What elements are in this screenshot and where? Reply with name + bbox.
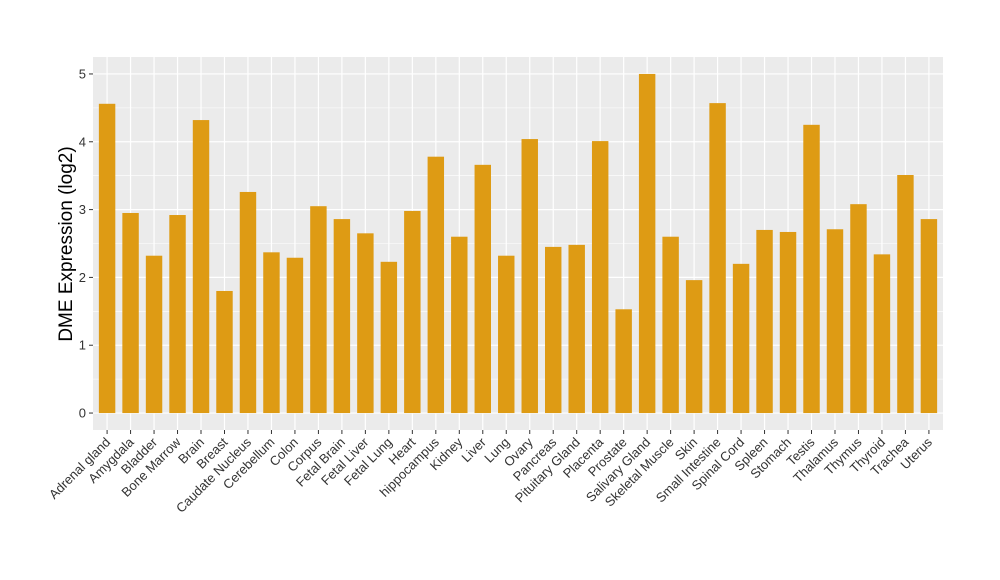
x-tick-label: Liver	[458, 434, 489, 465]
bar-kidney	[451, 236, 468, 414]
bar-uterus	[920, 219, 938, 414]
bar-placenta	[591, 141, 609, 414]
bar-caudate-nucleus	[239, 191, 257, 414]
bar-breast	[216, 290, 233, 414]
bar-fetal-brain	[333, 219, 351, 414]
bar-cerebellum	[263, 252, 280, 414]
bar-brain	[192, 120, 210, 414]
bar-colon	[286, 257, 304, 414]
bar-heart	[404, 210, 421, 414]
bars	[98, 73, 938, 414]
bar-hippocampus	[427, 156, 445, 414]
bar-liver	[474, 164, 491, 414]
bar-skin	[685, 280, 703, 414]
bar-salivary-gland	[638, 73, 656, 414]
y-axis-label: DME Expression (log2)	[56, 146, 77, 341]
bar-testis	[803, 124, 820, 414]
bar-ovary	[521, 139, 538, 414]
y-tick-label: 0	[79, 406, 86, 421]
bar-thyroid	[873, 254, 891, 414]
bar-thalamus	[826, 229, 844, 414]
bar-small-intestine	[709, 103, 726, 414]
bar-adrenal-gland	[98, 103, 116, 414]
bar-bone-marrow	[169, 215, 186, 414]
bar-thymus	[850, 204, 867, 414]
bar-pancreas	[545, 246, 562, 414]
y-tick-label: 5	[79, 66, 86, 81]
bar-fetal-liver	[357, 233, 374, 414]
y-tick-label: 1	[79, 338, 86, 353]
y-axis: 0 1 2 3 4 5	[79, 66, 93, 421]
bar-bladder	[145, 255, 163, 414]
y-tick-label: 3	[79, 202, 86, 217]
bar-trachea	[897, 175, 914, 414]
bar-skeletal-muscle	[662, 236, 679, 414]
bar-pituitary-gland	[568, 244, 585, 414]
y-tick-label: 2	[79, 270, 86, 285]
y-tick-label: 4	[79, 134, 86, 149]
bar-amygdala	[122, 212, 139, 414]
bar-corpus	[310, 206, 327, 414]
bar-stomach	[779, 231, 797, 414]
bar-spinal-cord	[732, 263, 750, 414]
bar-prostate	[615, 309, 632, 414]
bar-lung	[498, 255, 515, 414]
bar-fetal-lung	[380, 261, 398, 414]
bar-spleen	[756, 229, 773, 414]
